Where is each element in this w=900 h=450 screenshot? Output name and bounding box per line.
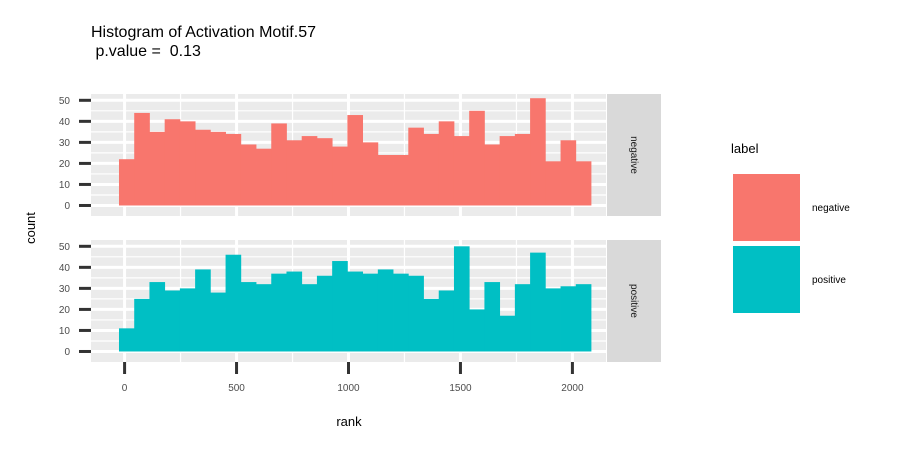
legend-label: negative (812, 203, 850, 214)
x-tick-label: 1000 (337, 383, 360, 394)
histogram-bar (210, 292, 226, 352)
histogram-bar (286, 271, 303, 352)
histogram-bar (286, 140, 303, 206)
histogram-bar (256, 284, 272, 352)
histogram-bar (118, 159, 135, 206)
histogram-bar (118, 328, 135, 352)
y-tick-label: 30 (59, 284, 71, 295)
histogram-bar (316, 138, 333, 206)
histogram-bar (377, 269, 394, 352)
histogram-bar (240, 144, 257, 206)
x-axis-title: rank (336, 414, 362, 429)
y-tick-label: 10 (59, 180, 71, 191)
histogram-bar (225, 133, 242, 206)
histogram-bar (195, 269, 211, 352)
histogram-bar (514, 133, 531, 206)
histogram-bar (271, 123, 287, 206)
histogram-bar (469, 309, 485, 352)
histogram-bar (149, 131, 166, 206)
histogram-bar (423, 298, 440, 352)
histogram-bar (316, 275, 333, 352)
histogram-bar (469, 110, 485, 206)
y-axis-title: count (23, 212, 38, 244)
histogram-bar (179, 288, 196, 352)
histogram-bar (484, 282, 501, 352)
histogram-bar (453, 136, 470, 206)
legend-key-positive (733, 246, 800, 313)
histogram-bar (134, 112, 150, 206)
histogram-bar (560, 286, 577, 352)
histogram-bar (393, 155, 409, 206)
x-tick-label: 2000 (561, 383, 584, 394)
facet-strip (607, 240, 661, 362)
histogram-bar (240, 282, 257, 352)
histogram-bar (256, 148, 272, 206)
histogram-bar (332, 146, 348, 206)
histogram-bar (423, 133, 440, 206)
facet-strip-label: negative (628, 136, 639, 174)
y-tick-label: 20 (59, 305, 71, 316)
histogram-bar (164, 290, 181, 352)
y-tick-label: 50 (59, 242, 71, 253)
y-tick-label: 30 (59, 138, 71, 149)
histogram-bar (301, 136, 318, 206)
y-tick-label: 50 (59, 96, 71, 107)
y-tick-label: 20 (59, 159, 71, 170)
panel-negative: negative 0 10 20 30 40 50 (59, 94, 661, 216)
histogram-bar (453, 246, 470, 352)
histogram-bar (332, 261, 348, 352)
histogram-bar (393, 273, 409, 352)
histogram-bar (575, 161, 592, 206)
histogram-bar (195, 129, 211, 206)
histogram-bar (347, 115, 364, 206)
histogram-bar (575, 284, 592, 352)
legend-label: positive (812, 275, 846, 286)
histogram-bar (408, 127, 424, 206)
facet-strip-label: positive (628, 284, 639, 318)
legend-key-negative (733, 174, 800, 241)
histogram-bar (362, 273, 379, 352)
legend-title: label (731, 141, 759, 156)
y-tick-label: 0 (64, 201, 70, 212)
x-tick-label: 500 (228, 383, 245, 394)
histogram-bar (545, 288, 561, 352)
histogram-bar (362, 142, 379, 206)
histogram-bar (408, 275, 424, 352)
histogram-bar (560, 140, 577, 206)
histogram-bar (530, 252, 546, 352)
histogram-bar (499, 315, 516, 352)
x-tick-label: 1500 (449, 383, 472, 394)
chart-title: Histogram of Activation Motif.57 (91, 24, 316, 41)
y-tick-label: 40 (59, 117, 71, 128)
x-tick-label: 0 (122, 383, 128, 394)
histogram-bar (347, 271, 364, 352)
y-tick-label: 0 (64, 347, 70, 358)
facet-strip (607, 94, 661, 216)
panel-positive: positive 0 10 20 30 40 50 (59, 240, 661, 362)
histogram-bar (438, 290, 455, 352)
histogram-bar (164, 119, 181, 206)
histogram-bar (484, 144, 501, 206)
histogram-bar (134, 298, 150, 352)
histogram-bar (545, 161, 561, 206)
histogram-bar (514, 284, 531, 352)
chart-subtitle: p.value = 0.13 (91, 43, 201, 60)
histogram-bar (210, 131, 226, 206)
y-tick-label: 40 (59, 263, 71, 274)
histogram-bar (179, 121, 196, 206)
histogram-bar (225, 254, 242, 352)
histogram-bar (530, 98, 546, 206)
legend: label negative positive (731, 141, 850, 313)
y-tick-label: 10 (59, 326, 71, 337)
histogram-bar (377, 155, 394, 206)
histogram-bar (149, 282, 166, 352)
histogram-bar (499, 136, 516, 206)
histogram-bar (438, 121, 455, 206)
histogram-bar (301, 284, 318, 352)
histogram-bar (271, 273, 287, 352)
